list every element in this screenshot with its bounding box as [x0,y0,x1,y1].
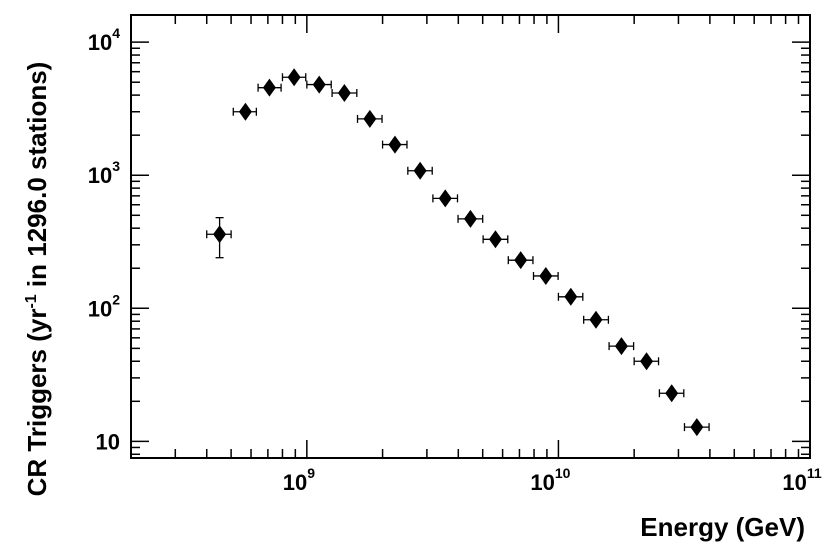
data-point [683,418,710,437]
data-point [306,75,332,94]
data-point [281,68,307,87]
y-axis-title-part-2: in 1296.0 stations) [22,62,52,295]
data-point [356,109,383,128]
data-point [507,251,534,270]
data-point [608,337,635,356]
x-tick-label-exponent: 11 [807,465,822,481]
diamond-marker [238,102,252,121]
y-tick-label: 10 [96,429,120,454]
data-point [331,83,358,102]
diamond-marker [589,310,603,329]
diamond-marker [463,209,477,228]
data-point [658,384,685,403]
diamond-marker [539,266,553,285]
data-series [206,68,710,437]
y-axis-title: CR Triggers (yr-1 in 1296.0 stations) [22,62,52,497]
diamond-marker [614,337,628,356]
x-tick-label-exponent: 10 [555,465,571,481]
x-tick-label: 109 [283,465,315,495]
y-tick-label: 103 [88,158,120,188]
y-tick-label: 102 [88,291,120,321]
y-tick-label-base: 10 [96,429,120,454]
x-tick-label-base: 10 [283,470,307,495]
diamond-marker [438,189,452,208]
diamond-marker [337,83,351,102]
y-tick-label-exponent: 2 [112,291,120,307]
data-point [206,217,232,259]
y-tick-label-base: 10 [88,296,112,321]
diamond-marker [690,418,704,437]
data-point [583,310,610,329]
x-tick-label: 1011 [782,465,821,495]
diamond-marker [287,68,301,87]
x-tick-label-base: 10 [530,470,554,495]
x-tick-label-exponent: 9 [307,465,315,481]
x-axis-title: Energy (GeV) [640,512,805,542]
diamond-marker [388,135,402,154]
data-point [257,78,282,97]
diamond-marker [413,161,427,180]
data-point [381,135,408,154]
data-point [232,102,258,121]
x-tick-label: 1010 [530,465,570,495]
diamond-marker [665,384,679,403]
data-point [557,287,584,306]
data-point [432,189,459,208]
y-tick-label-exponent: 3 [112,158,120,174]
x-tick-label-base: 10 [782,470,806,495]
y-tick-label-base: 10 [88,30,112,55]
diamond-marker [262,78,276,97]
diamond-marker [488,230,502,249]
diamond-marker [312,75,326,94]
data-point [532,266,559,285]
y-tick-label-exponent: 4 [112,25,120,41]
diamond-marker [213,225,227,244]
plot-frame [130,14,811,459]
y-tick-label: 104 [88,25,120,55]
data-point [407,161,433,180]
diamond-marker [564,287,578,306]
data-point [482,230,509,249]
axis-ticks [130,15,811,458]
data-point [457,209,484,228]
data-point [633,352,660,371]
diamond-marker [514,251,528,270]
y-axis-title-superscript: -1 [23,294,40,308]
y-axis-title-part-1: CR Triggers (yr [22,309,52,497]
diamond-marker [363,109,377,128]
y-tick-label-base: 10 [88,163,112,188]
diamond-marker [640,352,654,371]
